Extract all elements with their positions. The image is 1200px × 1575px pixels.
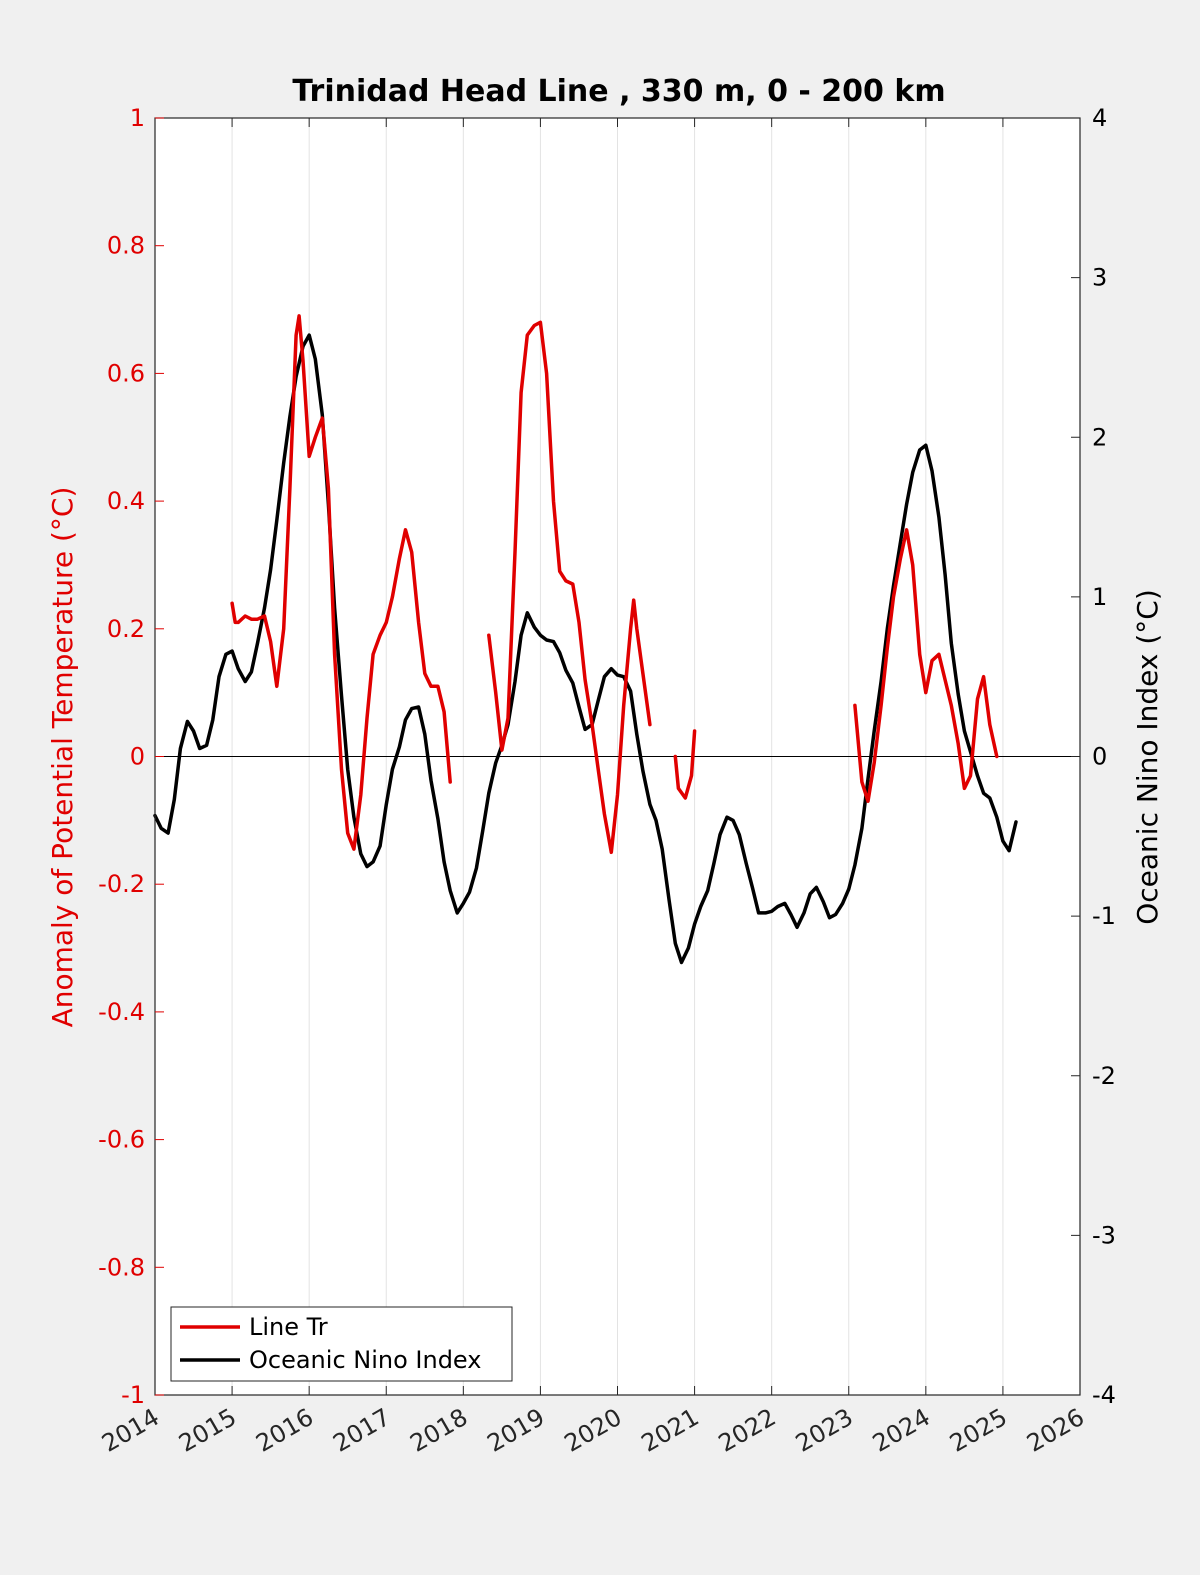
y-right-tick-label: -3	[1092, 1221, 1116, 1249]
oni-line-segment	[153, 333, 1018, 965]
y-left-tick-label: 0.4	[107, 487, 145, 515]
legend-box	[170, 1306, 513, 1382]
y-left-axis-label: Anomaly of Potential Temperature (°C)	[46, 487, 79, 1028]
line-tr-segment	[230, 314, 452, 851]
y-right-tick-label: -2	[1092, 1062, 1116, 1090]
line-tr-segment	[487, 320, 652, 855]
y-left-tick-label: 0	[130, 743, 145, 771]
y-left-tick-labels: 1 0.8 0.6 0.4 0.2 0 -0.2 -0.4 -0.6 -0.8 -1	[98, 104, 145, 1409]
y-right-tick-label: 4	[1092, 104, 1107, 132]
y-right-tick-label: -4	[1092, 1381, 1116, 1409]
y-right-tick-label: 0	[1092, 743, 1107, 771]
y-left-tick-label: 0.2	[107, 615, 145, 643]
y-right-tick-labels: 4 3 2 1 0 -1 -2 -3 -4	[1092, 104, 1116, 1409]
y-left-tick-label: 0.6	[107, 359, 145, 387]
legend: Line Tr Oceanic Nino Index	[170, 1306, 513, 1382]
chart-title: Trinidad Head Line , 330 m, 0 - 200 km	[292, 74, 945, 109]
legend-oni-label: Oceanic Nino Index	[249, 1346, 481, 1374]
line-tr-segment	[673, 729, 697, 800]
y-right-tick-label: 1	[1092, 583, 1107, 611]
y-left-tick-label: 1	[130, 104, 145, 132]
y-right-tick-label: -1	[1092, 902, 1116, 930]
tick-marks	[154, 117, 1081, 1396]
y-right-tick-label: 3	[1092, 264, 1107, 292]
series-layer	[153, 314, 1018, 965]
y-left-tick-label: -0.2	[98, 870, 145, 898]
y-right-tick-label: 2	[1092, 423, 1107, 451]
y-left-tick-label: -1	[121, 1381, 145, 1409]
y-left-tick-label: -0.6	[98, 1126, 145, 1154]
y-left-tick-label: 0.8	[107, 232, 145, 260]
y-right-axis-label: Oceanic Nino Index (°C)	[1131, 589, 1164, 925]
y-left-tick-label: -0.8	[98, 1253, 145, 1281]
legend-line-tr-label: Line Tr	[249, 1313, 328, 1341]
line-tr-segment	[853, 528, 999, 803]
y-left-tick-label: -0.4	[98, 998, 145, 1026]
